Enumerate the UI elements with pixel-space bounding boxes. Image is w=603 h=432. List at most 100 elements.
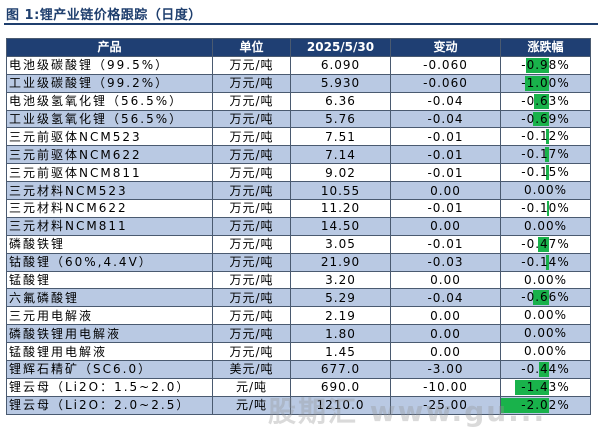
pct-text: -0.98% <box>521 57 570 72</box>
unit-cell: 万元/吨 <box>212 342 291 362</box>
product-name: 电池级氢氧化锂（56.5%） <box>6 91 213 111</box>
table-row: 三元材料NCM622 万元/吨 11.20 -0.01 -0.10% <box>6 199 591 218</box>
header-change: 变动 <box>390 38 501 57</box>
pct-cell: -1.00% <box>500 73 591 93</box>
pct-cell: -0.17% <box>500 145 591 165</box>
header-pct: 涨跌幅 <box>500 38 591 57</box>
unit-cell: 万元/吨 <box>212 252 291 272</box>
price-cell: 3.05 <box>290 234 391 254</box>
product-name: 锰酸锂用电解液 <box>6 342 213 362</box>
table-row: 三元材料NCM811 万元/吨 14.50 0.00 0.00% <box>6 216 591 236</box>
change-cell: -0.04 <box>390 288 501 308</box>
product-name: 三元前驱体NCM523 <box>6 127 213 147</box>
pct-bar <box>532 111 550 127</box>
change-cell: -0.03 <box>390 252 501 272</box>
change-cell: -25.00 <box>390 395 501 415</box>
product-name: 六氟磷酸锂 <box>6 288 213 308</box>
pct-bar-area <box>502 254 590 270</box>
pct-bar-area <box>502 362 590 378</box>
unit-cell: 万元/吨 <box>212 324 291 344</box>
pct-cell: -0.10% <box>500 199 591 218</box>
pct-cell: 0.00% <box>500 324 591 344</box>
pct-cell: -2.02% <box>500 395 591 415</box>
table-row: 锂辉石精矿（SC6.0） 美元/吨 677.0 -3.00 -0.44% <box>6 360 591 379</box>
product-name: 锂辉石精矿（SC6.0） <box>6 360 213 379</box>
pct-bar-area <box>502 201 590 217</box>
table-row: 磷酸铁锂 万元/吨 3.05 -0.01 -0.47% <box>6 234 591 254</box>
price-cell: 6.090 <box>290 55 391 75</box>
pct-text: 0.00% <box>523 326 568 341</box>
change-cell: -0.04 <box>390 109 501 129</box>
product-name: 三元材料NCM622 <box>6 199 213 218</box>
price-cell: 690.0 <box>290 377 391 397</box>
pct-text: -0.69% <box>521 111 570 126</box>
change-cell: -0.01 <box>390 163 501 183</box>
change-cell: 0.00 <box>390 270 501 290</box>
pct-bar-area <box>502 147 590 163</box>
product-name: 锰酸锂 <box>6 270 213 290</box>
pct-cell: 0.00% <box>500 270 591 290</box>
pct-cell: -0.14% <box>500 252 591 272</box>
pct-cell: -0.12% <box>500 127 591 147</box>
pct-bar <box>515 379 550 395</box>
pct-bar <box>525 75 550 91</box>
pct-bar-area <box>502 75 590 91</box>
unit-cell: 万元/吨 <box>212 163 291 183</box>
pct-bar <box>501 397 550 413</box>
unit-cell: 元/吨 <box>212 395 291 415</box>
table-row: 电池级碳酸锂（99.5%） 万元/吨 6.090 -0.060 -0.98% <box>6 55 591 75</box>
pct-cell: 0.00% <box>500 342 591 362</box>
pct-bar <box>546 201 550 216</box>
price-cell: 21.90 <box>290 252 391 272</box>
table-row: 三元用电解液 万元/吨 2.19 0.00 0.00% <box>6 306 591 326</box>
unit-cell: 万元/吨 <box>212 73 291 93</box>
change-cell: 0.00 <box>390 342 501 362</box>
pct-cell: -0.63% <box>500 91 591 111</box>
price-cell: 10.55 <box>290 181 391 201</box>
pct-cell: -0.69% <box>500 109 591 129</box>
change-cell: -0.04 <box>390 91 501 111</box>
pct-bar <box>525 57 550 73</box>
change-cell: -0.01 <box>390 234 501 254</box>
price-cell: 7.14 <box>290 145 391 165</box>
product-name: 三元材料NCM811 <box>6 216 213 236</box>
pct-cell: -0.47% <box>500 234 591 254</box>
unit-cell: 万元/吨 <box>212 127 291 147</box>
pct-cell: -0.44% <box>500 360 591 379</box>
table-row: 六氟磷酸锂 万元/吨 5.29 -0.04 -0.66% <box>6 288 591 308</box>
product-name: 三元前驱体NCM622 <box>6 145 213 165</box>
price-cell: 1210.0 <box>290 395 391 415</box>
pct-text: 0.00% <box>523 183 568 198</box>
unit-cell: 万元/吨 <box>212 91 291 111</box>
unit-cell: 万元/吨 <box>212 288 291 308</box>
pct-bar <box>545 165 550 181</box>
table-row: 锂云母（Li2O：1.5~2.0） 元/吨 690.0 -10.00 -1.43% <box>6 377 591 397</box>
product-name: 电池级碳酸锂（99.5%） <box>6 55 213 75</box>
product-name: 锂云母（Li2O：2.0~2.5） <box>6 395 213 415</box>
pct-cell: -1.43% <box>500 377 591 397</box>
product-name: 磷酸铁锂 <box>6 234 213 254</box>
unit-cell: 万元/吨 <box>212 109 291 129</box>
table-row: 三元前驱体NCM523 万元/吨 7.51 -0.01 -0.12% <box>6 127 591 147</box>
table-row: 锂云母（Li2O：2.0~2.5） 元/吨 1210.0 -25.00 -2.02% <box>6 395 591 415</box>
table-row: 工业级氢氧化锂（56.5%） 万元/吨 5.76 -0.04 -0.69% <box>6 109 591 129</box>
pct-bar-area <box>502 290 590 306</box>
pct-cell: -0.66% <box>500 288 591 308</box>
pct-text: 0.00% <box>523 308 568 323</box>
unit-cell: 万元/吨 <box>212 199 291 218</box>
change-cell: -3.00 <box>390 360 501 379</box>
price-cell: 9.02 <box>290 163 391 183</box>
change-cell: -0.01 <box>390 127 501 147</box>
pct-bar <box>533 290 550 306</box>
table-row: 三元前驱体NCM622 万元/吨 7.14 -0.01 -0.17% <box>6 145 591 165</box>
pct-bar-area <box>502 57 590 73</box>
pct-text: -1.00% <box>521 75 570 90</box>
header-row: 产品 单位 2025/5/30 变动 涨跌幅 <box>6 38 591 57</box>
pct-text: -0.12% <box>521 129 570 144</box>
price-cell: 14.50 <box>290 216 391 236</box>
unit-cell: 美元/吨 <box>212 360 291 379</box>
unit-cell: 万元/吨 <box>212 306 291 326</box>
unit-cell: 元/吨 <box>212 377 291 397</box>
change-cell: -0.01 <box>390 145 501 165</box>
product-name: 钴酸锂（60%,4.4V） <box>6 252 213 272</box>
